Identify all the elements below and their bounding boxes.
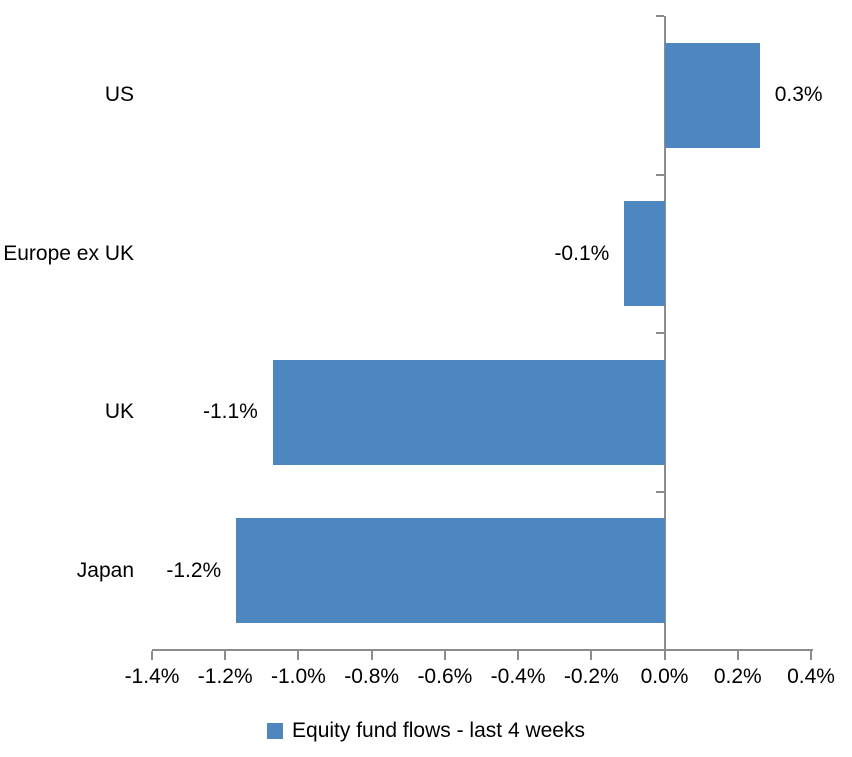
bar-japan [236, 518, 665, 624]
category-label: Europe ex UK [3, 241, 134, 265]
x-axis-tick [663, 651, 666, 660]
bar-europe-ex-uk [624, 201, 665, 307]
x-axis-tick [443, 651, 446, 660]
legend-color-swatch [267, 723, 284, 739]
data-label: -1.1% [202, 400, 258, 424]
x-axis-tick-label: 0.2% [713, 665, 762, 688]
x-axis-tick-label: -1.2% [197, 665, 253, 688]
x-axis-tick [517, 651, 520, 660]
data-label: 0.3% [774, 83, 823, 107]
x-axis-line [152, 649, 813, 651]
x-axis-tick [810, 651, 812, 660]
y-axis-tick [655, 332, 664, 334]
legend: Equity fund flows - last 4 weeks [0, 716, 852, 746]
y-axis-tick [655, 490, 664, 493]
x-axis-tick-label: 0.4% [787, 665, 835, 688]
y-axis-line [663, 16, 666, 650]
data-label: -0.1% [554, 241, 610, 265]
x-axis-tick-label: -1.0% [271, 665, 326, 688]
category-label: US [104, 83, 134, 107]
x-axis-tick-label: -0.8% [344, 665, 400, 688]
x-axis-tick [151, 651, 153, 660]
x-axis-tick [736, 651, 739, 660]
bar-us [664, 42, 760, 148]
category-label: Japan [76, 558, 134, 582]
x-axis-tick-label: -0.2% [563, 665, 619, 688]
x-axis-tick-label: 0.0% [640, 665, 689, 688]
x-axis-tick [297, 651, 300, 660]
legend-label: Equity fund flows - last 4 weeks [292, 719, 585, 742]
data-label: -1.2% [166, 558, 222, 582]
y-axis-tick [655, 173, 664, 176]
x-axis-tick-label: -1.4% [124, 665, 180, 688]
x-axis-tick-label: -0.4% [490, 665, 546, 688]
category-label: UK [104, 400, 134, 424]
x-axis-tick [370, 651, 373, 660]
x-axis-tick-label: -0.6% [417, 665, 473, 688]
y-axis-tick [655, 15, 664, 17]
x-axis-tick [590, 651, 593, 660]
x-axis-tick [224, 651, 227, 660]
bar-uk [272, 359, 665, 465]
